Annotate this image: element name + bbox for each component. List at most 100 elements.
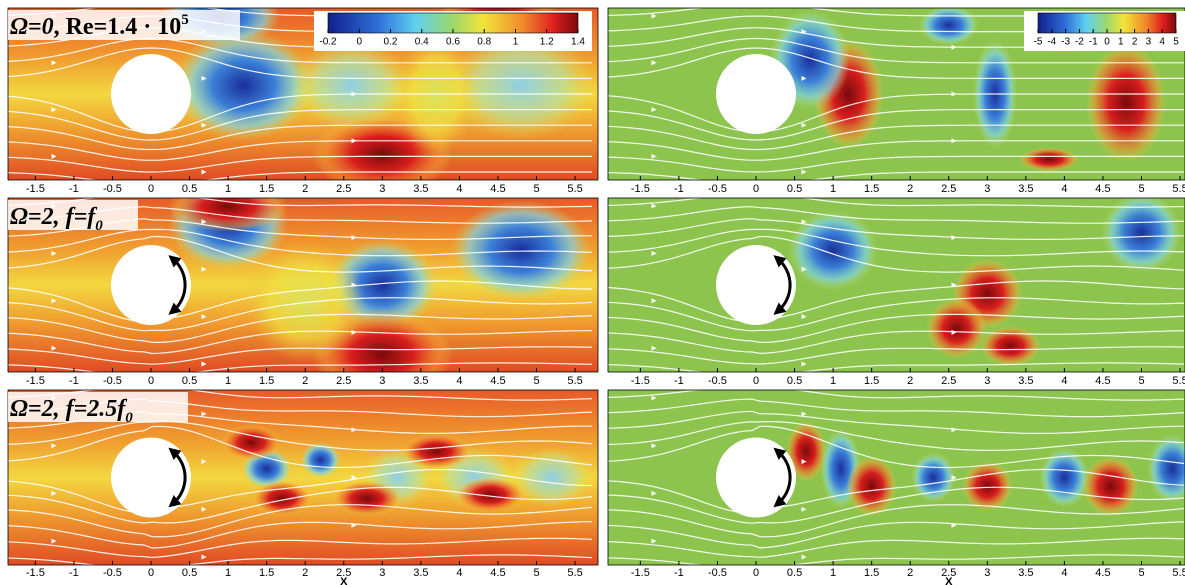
streamline: [608, 218, 1185, 240]
streamline: [8, 297, 593, 332]
colorbar-label: -1: [1089, 37, 1098, 48]
streamline: [8, 235, 593, 273]
x-tick-label: -1: [69, 567, 79, 579]
colorbar-label: 1.4: [571, 37, 585, 48]
x-tick-label: 4.5: [1095, 183, 1110, 195]
x-tick-label: 3.5: [1018, 375, 1033, 387]
colorbar-label: 3: [1146, 37, 1152, 48]
streamline: [608, 504, 1185, 538]
colorbar-label: 0.4: [415, 37, 429, 48]
title-sub: 0: [125, 410, 133, 426]
x-tick-label: 3.5: [413, 567, 428, 579]
streamline: [608, 93, 1184, 133]
x-tick-label: 2.5: [941, 183, 956, 195]
x-tick-label: -1: [69, 183, 79, 195]
x-tick-label: -1.5: [26, 567, 45, 579]
colorbar-label: 1: [1118, 37, 1124, 48]
streamline: [8, 280, 592, 323]
title-backdrop: [8, 392, 188, 422]
streamline: [608, 124, 1184, 151]
rotation-arrow: [168, 255, 187, 315]
x-tick-label: 4.5: [490, 183, 505, 195]
panel-title: Ω=2, f=2.5f0: [10, 396, 133, 426]
x-tick-label: 2: [907, 375, 913, 387]
x-tick-label: 0.5: [787, 375, 802, 387]
x-tick-label: 1: [830, 183, 836, 195]
rotation-arrow: [168, 447, 187, 508]
x-tick-label: 0: [148, 375, 154, 387]
x-tick-label: 0.5: [182, 375, 197, 387]
colorbar-label: 4: [1159, 37, 1165, 48]
colorbar-label: -3: [1061, 37, 1070, 48]
title-backdrop: [8, 10, 240, 40]
panel-frame: [7, 197, 599, 373]
streamline: [8, 171, 592, 180]
x-tick-label: -1: [69, 375, 79, 387]
x-tick-label: 3: [984, 183, 990, 195]
x-tick-label: 1.5: [259, 567, 274, 579]
vortex: [221, 424, 282, 461]
x-tick-label: 2.5: [941, 375, 956, 387]
streamline: [608, 280, 1185, 323]
x-tick-label: 3: [984, 375, 990, 387]
title-italic: Ω=2, f=f: [10, 204, 97, 230]
x-tick-label: 5: [1138, 183, 1144, 195]
x-tick-label: -0.5: [708, 567, 727, 579]
x-tick-label: 5.5: [1172, 375, 1185, 387]
vortex: [1101, 198, 1182, 273]
panel-frame: [607, 197, 1185, 373]
x-tick-label: -0.5: [708, 375, 727, 387]
streamline: [8, 140, 592, 161]
streamline: [608, 425, 1185, 469]
streamline: [608, 362, 1185, 372]
streamline: [608, 206, 1185, 224]
x-tick-label: 3.5: [413, 375, 428, 387]
streamline: [8, 468, 593, 515]
streamline: [8, 109, 592, 141]
x-tick-label: 1: [225, 375, 231, 387]
x-tick-label: 3: [379, 183, 385, 195]
title-text: , Re=1.4 · 10: [54, 14, 182, 40]
x-tick-label: -1.5: [26, 183, 45, 195]
x-tick-label: -0.5: [708, 183, 727, 195]
streamline: [8, 390, 593, 401]
vortex: [446, 30, 597, 141]
streamline: [608, 346, 1185, 365]
streamline: [608, 297, 1185, 332]
x-tick-label: 2: [302, 183, 308, 195]
x-tick-label: 0.5: [182, 183, 197, 195]
x-tick-label: 1: [225, 183, 231, 195]
streamline: [608, 486, 1185, 524]
title-backdrop: [8, 200, 138, 230]
x-tick-label: 5: [533, 567, 539, 579]
x-tick-label: 1: [830, 375, 836, 387]
x-tick-label: 0: [753, 375, 759, 387]
title-italic: Ω=0: [10, 14, 54, 40]
x-tick-label: 3: [984, 567, 990, 579]
x-tick-label: 2: [907, 183, 913, 195]
streamline: [608, 468, 1185, 515]
rotation-arrow: [773, 255, 792, 315]
flow-panel: [8, 390, 598, 565]
x-tick-label: 2: [302, 375, 308, 387]
panel-title: Ω=0, Re=1.4 · 105: [10, 12, 189, 40]
streamline: [608, 330, 1185, 355]
streamline: [608, 109, 1184, 141]
streamline: [8, 155, 592, 173]
x-tick-label: 1: [225, 567, 231, 579]
x-tick-label: 1: [830, 567, 836, 579]
x-tick-label: 4.5: [1095, 375, 1110, 387]
x-tick-label: 4: [456, 183, 462, 195]
vortex: [911, 452, 956, 503]
streamline: [608, 521, 1185, 549]
x-tick-label: 3: [379, 567, 385, 579]
vortex: [1147, 433, 1185, 504]
panel-title: Ω=2, f=f0: [10, 204, 103, 234]
x-tick-label: 3.5: [1018, 567, 1033, 579]
streamline: [8, 346, 593, 365]
vortex: [1086, 42, 1167, 163]
x-tick-label: -0.5: [103, 567, 122, 579]
x-tick-label: 0: [753, 567, 759, 579]
x-tick-label: 5.5: [567, 567, 582, 579]
